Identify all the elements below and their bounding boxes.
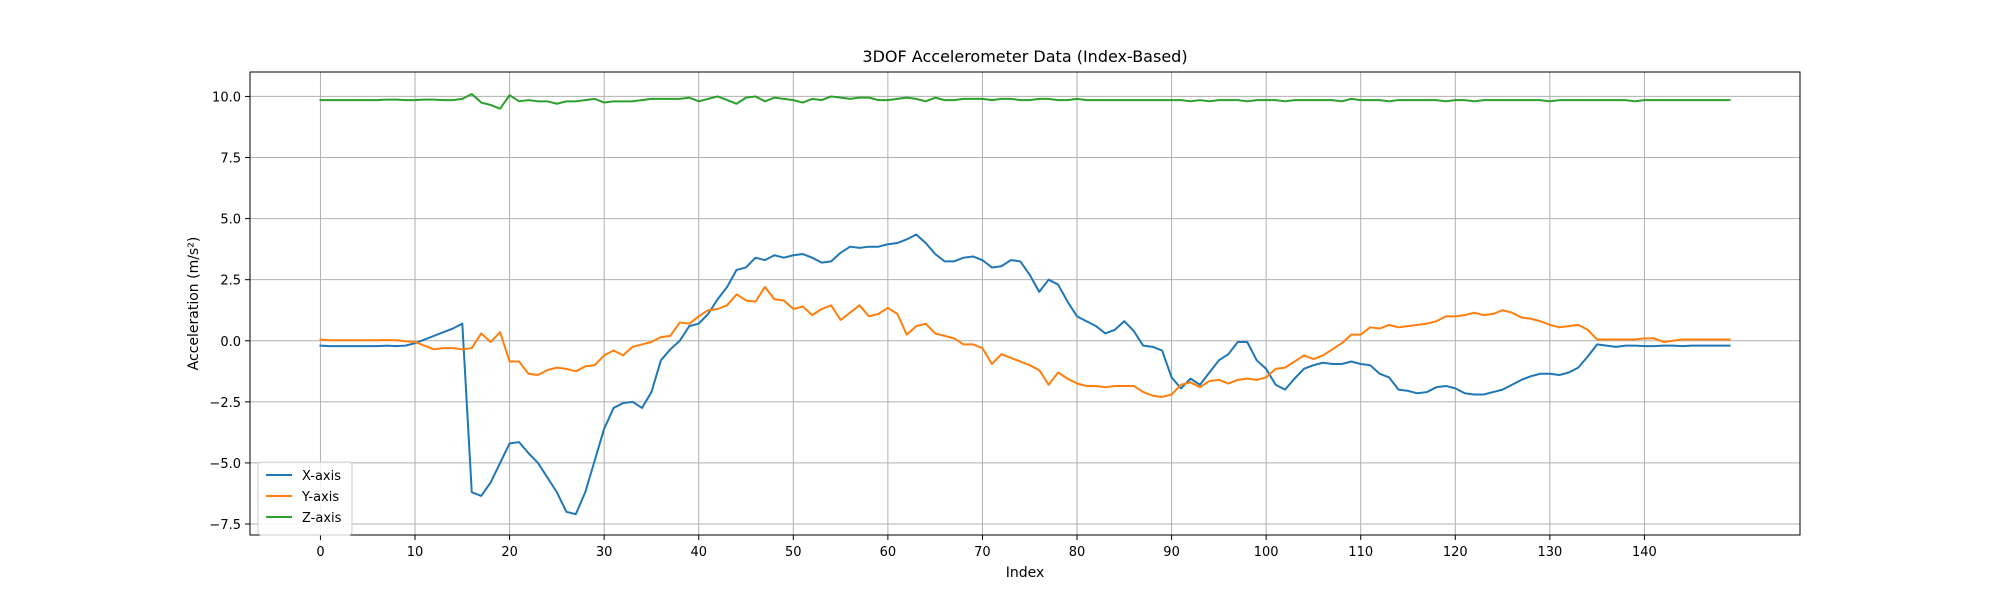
y-tick-label: 2.5	[220, 274, 241, 289]
series-line-x-axis	[319, 233, 1731, 516]
x-tick-label: 80	[1069, 545, 1086, 560]
legend-label: Z-axis	[302, 511, 342, 526]
x-tick-label: 20	[501, 545, 518, 560]
x-tick-label: 120	[1443, 545, 1468, 560]
legend-label: Y-axis	[301, 490, 339, 505]
series-lines	[319, 92, 1731, 516]
x-tick-label: 70	[974, 545, 991, 560]
x-tick-label: 110	[1348, 545, 1373, 560]
y-tick-label: −2.5	[209, 396, 241, 411]
x-tick-label: 90	[1163, 545, 1180, 560]
x-tick-label: 40	[690, 545, 707, 560]
x-axis-label: Index	[1006, 565, 1045, 581]
x-tick-label: 100	[1254, 545, 1279, 560]
plot-area-frame	[249, 71, 1801, 536]
series-line-z-axis	[319, 92, 1731, 110]
x-tick-label: 130	[1537, 545, 1562, 560]
chart-title: 3DOF Accelerometer Data (Index-Based)	[862, 47, 1187, 66]
x-tick-label: 10	[407, 545, 424, 560]
x-tick-label: 140	[1632, 545, 1657, 560]
y-tick-label: 5.0	[220, 213, 241, 228]
x-axis-ticks: 0 10 20 30 40 50 60 70 80 90 100 110 120 130 140	[316, 535, 1657, 560]
y-tick-label: −7.5	[209, 518, 241, 533]
y-axis-ticks: −7.5 −5.0 −2.5 0.0 2.5 5.0 7.5 10.0	[209, 90, 250, 533]
y-tick-label: 7.5	[220, 152, 241, 167]
y-tick-label: −5.0	[209, 457, 241, 472]
x-tick-label: 60	[880, 545, 897, 560]
legend-label: X-axis	[302, 469, 341, 484]
x-tick-label: 50	[785, 545, 802, 560]
series-line-y-axis	[319, 286, 1731, 398]
x-tick-label: 0	[316, 545, 324, 560]
y-tick-label: 0.0	[220, 335, 241, 350]
x-tick-label: 30	[596, 545, 613, 560]
y-tick-label: 10.0	[212, 90, 241, 105]
grid-lines	[250, 72, 1800, 535]
legend: X-axis Y-axis Z-axis	[257, 461, 353, 536]
y-axis-label: Acceleration (m/s²)	[186, 237, 202, 371]
